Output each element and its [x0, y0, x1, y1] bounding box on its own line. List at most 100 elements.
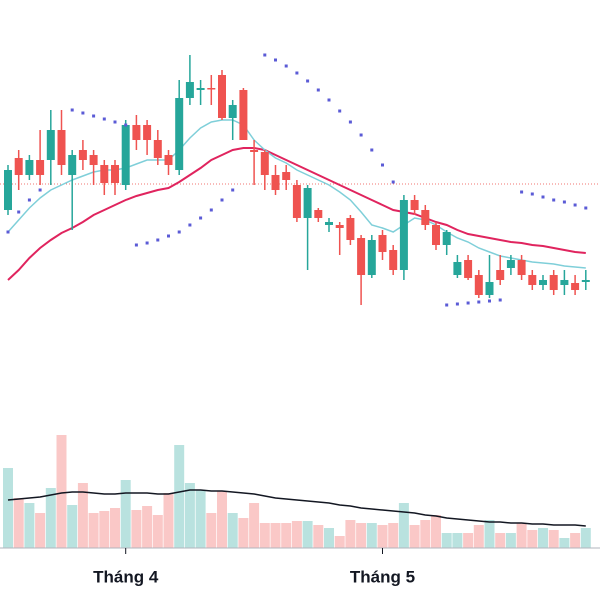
sar-dot: [156, 238, 160, 242]
candle-body: [89, 155, 98, 165]
candle-body: [260, 152, 269, 175]
volume-bar: [548, 530, 559, 548]
candle-body: [239, 90, 248, 140]
volume-bar: [388, 523, 399, 548]
volume-bar: [88, 513, 99, 548]
sar-dot: [381, 163, 384, 167]
volume-bar: [67, 505, 78, 548]
volume-bar: [99, 511, 110, 548]
sar-dot: [231, 188, 235, 192]
volume-bar: [35, 513, 46, 548]
candle-body: [143, 125, 152, 140]
candle-body: [560, 280, 569, 285]
volume-bar: [249, 503, 260, 548]
candle-body: [164, 155, 173, 165]
volume-bar: [313, 525, 324, 548]
sar-dot: [17, 210, 21, 214]
sar-dot: [199, 216, 203, 220]
volume-bar: [24, 503, 35, 548]
volume-bar: [559, 538, 570, 548]
sar-dot: [274, 58, 277, 62]
sar-dot: [113, 120, 117, 124]
sar-dot: [145, 241, 149, 245]
sar-dot: [541, 195, 545, 199]
sar-dot: [552, 198, 556, 202]
candle-body: [78, 150, 87, 160]
sar-dot: [498, 298, 502, 302]
sar-dot: [92, 114, 96, 118]
volume-bar: [570, 533, 581, 548]
sar-dot: [445, 303, 449, 307]
volume-bar: [473, 525, 484, 548]
x-tick-label: Tháng 4: [93, 567, 159, 586]
candle-body: [517, 260, 526, 275]
volume-bar: [334, 536, 345, 548]
candle-body: [292, 185, 301, 218]
sar-dot: [370, 148, 374, 152]
candle-body: [250, 150, 259, 152]
volume-bar: [227, 513, 238, 548]
sar-dot: [209, 208, 213, 212]
sar-dot: [220, 198, 224, 202]
candle-body: [464, 260, 473, 278]
candle-body: [57, 130, 66, 165]
candle-body: [421, 210, 430, 225]
volume-bar: [195, 490, 206, 548]
volume-bar: [217, 491, 227, 548]
volume-bar: [152, 515, 163, 548]
volume-bar: [580, 528, 591, 548]
volume-bar: [441, 533, 452, 548]
volume-bar: [377, 525, 388, 548]
candle-body: [228, 105, 237, 118]
volume-bar: [484, 520, 495, 548]
candle-body: [367, 240, 376, 275]
sar-dot: [316, 88, 320, 92]
volume-bar: [45, 488, 56, 548]
x-tick-label: Tháng 5: [350, 567, 415, 586]
sar-dot: [562, 200, 566, 204]
candle-body: [453, 262, 462, 275]
volume-bar: [431, 515, 441, 548]
candle-body: [432, 225, 440, 245]
volume-ma-line: [7, 489, 586, 527]
volume-bar: [302, 521, 313, 548]
candle-body: [357, 238, 366, 275]
sar-dot: [455, 302, 459, 306]
sar-dot: [530, 192, 534, 196]
sar-dot: [70, 108, 74, 112]
candle-body: [196, 88, 205, 90]
candle-body: [4, 170, 12, 210]
volume-bar: [291, 521, 302, 548]
sar-dot: [348, 120, 352, 124]
candle-body: [153, 140, 162, 158]
volume-bar: [463, 533, 474, 548]
candle-body: [185, 82, 194, 98]
sar-dot: [338, 109, 342, 113]
sar-dot: [306, 79, 310, 83]
candle-body: [496, 270, 505, 280]
candle-body: [528, 275, 537, 285]
volume-bar: [324, 528, 334, 548]
candle-body: [399, 200, 408, 270]
candle-body: [25, 160, 34, 175]
candle-body: [346, 218, 355, 240]
candle-body: [282, 172, 291, 180]
volume-bar: [163, 493, 174, 548]
candle-body: [581, 280, 590, 282]
volume-bar: [398, 503, 409, 548]
sar-dot: [188, 223, 192, 227]
candle-body: [46, 130, 55, 160]
candle-body: [207, 88, 216, 90]
sar-dot: [38, 188, 42, 192]
sar-dot: [27, 198, 31, 202]
candle-body: [506, 260, 515, 268]
candle-body: [175, 98, 184, 170]
volume-bar: [238, 518, 249, 548]
candle-body: [474, 275, 483, 295]
sar-dot: [263, 53, 267, 57]
candle-body: [68, 155, 77, 175]
ma-slow-line: [7, 147, 586, 281]
volume-bar: [259, 523, 270, 548]
